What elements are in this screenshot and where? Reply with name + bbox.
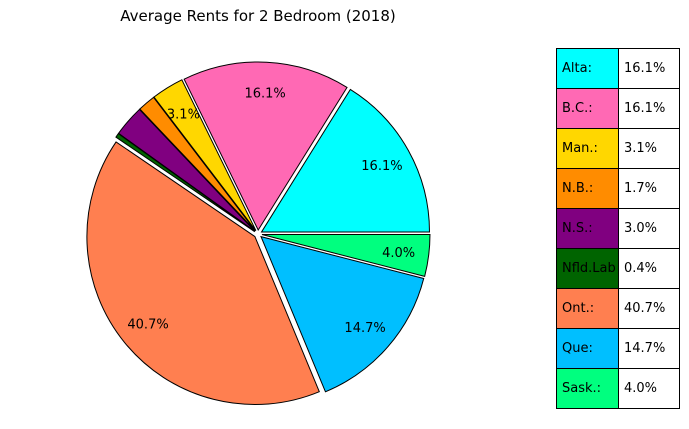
legend-region-name: Man.: (556, 128, 619, 169)
legend-row: Sask.: 4.0% (556, 368, 680, 409)
legend-row: Alta: 16.1% (556, 48, 680, 89)
legend-row: Que: 14.7% (556, 328, 680, 369)
legend-row: N.S.: 3.0% (556, 208, 680, 249)
legend-percentage: 3.1% (618, 128, 680, 169)
legend-region-name: Alta: (556, 48, 619, 89)
legend-row: Man.: 3.1% (556, 128, 680, 169)
legend-percentage: 16.1% (618, 48, 680, 89)
legend-region-name: N.B.: (556, 168, 619, 209)
legend-region-name: Que: (556, 328, 619, 369)
legend-region-name: Sask.: (556, 368, 619, 409)
pie-slice-7 (260, 235, 425, 393)
legend-percentage: 40.7% (618, 288, 680, 329)
legend-percentage: 0.4% (618, 248, 680, 289)
pie-slice-label-8: 4.0% (382, 246, 415, 261)
legend-percentage: 3.0% (618, 208, 680, 249)
legend-percentage: 1.7% (618, 168, 680, 209)
pie-slice-label-1: 16.1% (244, 86, 285, 101)
legend-region-name: N.S.: (556, 208, 619, 249)
pie-slice-3 (139, 96, 256, 232)
legend-row: N.B.: 1.7% (556, 168, 680, 209)
legend-region-name: B.C.: (556, 88, 619, 129)
pie-slice-1 (183, 61, 348, 232)
pie-slice-8 (261, 234, 431, 277)
legend-table: Alta: 16.1% B.C.: 16.1% Man.: 3.1% N.B.: 1.7% N.… (556, 48, 680, 409)
legend-row: Ont.: 40.7% (556, 288, 680, 329)
legend-region-name: Nfld.Lab (556, 248, 619, 289)
legend-percentage: 14.7% (618, 328, 680, 369)
legend-row: B.C.: 16.1% (556, 88, 680, 129)
pie-slice-0 (260, 88, 430, 233)
pie-slice-label-7: 14.7% (344, 321, 385, 336)
pie-slice-label-2: 3.1% (167, 107, 200, 122)
legend-row: Nfld.Lab 0.4% (556, 248, 680, 289)
legend-region-name: Ont.: (556, 288, 619, 329)
pie-slice-5 (115, 132, 256, 233)
legend-percentage: 4.0% (618, 368, 680, 409)
pie-chart: 16.1% 16.1% 3.1% 40.7% 14.7% 4.0% (86, 61, 431, 406)
legend-percentage: 16.1% (618, 88, 680, 129)
pie-slice-label-0: 16.1% (361, 159, 402, 174)
pie-slice-2 (153, 79, 257, 231)
pie-slice-6 (86, 141, 320, 406)
chart-title: Average Rents for 2 Bedroom (2018) (120, 7, 396, 25)
pie-slice-label-6: 40.7% (127, 317, 168, 332)
